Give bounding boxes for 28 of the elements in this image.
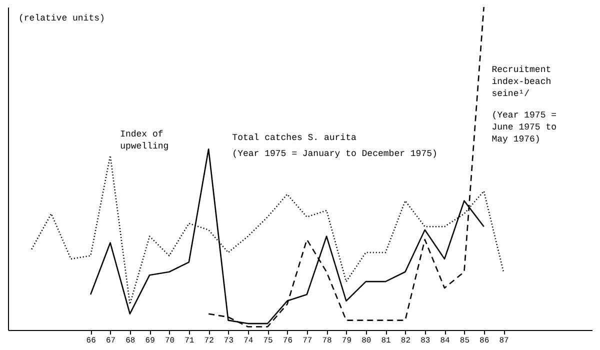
x-tick-label: 75 (263, 336, 274, 346)
series-label: Index of upwelling (120, 130, 169, 152)
x-tick-label: 83 (420, 336, 430, 346)
x-tick-label: 73 (224, 336, 234, 346)
x-tick-label: 76 (282, 336, 293, 346)
x-tick-label: 77 (302, 336, 312, 346)
text: Total catches S. aurita (232, 132, 357, 143)
x-tick-label: 87 (499, 336, 510, 346)
x-tick-label: 68 (126, 336, 136, 346)
x-tick-label: 67 (106, 336, 116, 346)
x-tick-label: 74 (244, 336, 254, 346)
x-tick-label: 82 (400, 336, 411, 346)
annotation: (Year 1975 = January to December 1975) (232, 149, 438, 160)
x-tick-label: 78 (322, 336, 332, 346)
annotation: (Year 1975 = June 1975 to May 1976) (492, 110, 557, 144)
x-tick-label: 70 (164, 336, 175, 346)
x-tick-label: 84 (440, 336, 450, 346)
x-tick-label: 66 (86, 336, 96, 346)
x-tick-label: 71 (184, 336, 194, 346)
x-tick-label: 86 (480, 336, 490, 346)
x-tick-label: 81 (381, 336, 392, 346)
x-tick-label: 72 (204, 336, 214, 346)
x-tick-label: 69 (145, 336, 156, 346)
series-label: Recruitment index-beach seine¹/ (492, 65, 552, 100)
y-axis-title: (relative units) (18, 14, 105, 24)
x-tick-label: 80 (362, 336, 372, 346)
x-tick-label: 79 (342, 336, 352, 346)
x-tick-label: 85 (460, 336, 470, 346)
